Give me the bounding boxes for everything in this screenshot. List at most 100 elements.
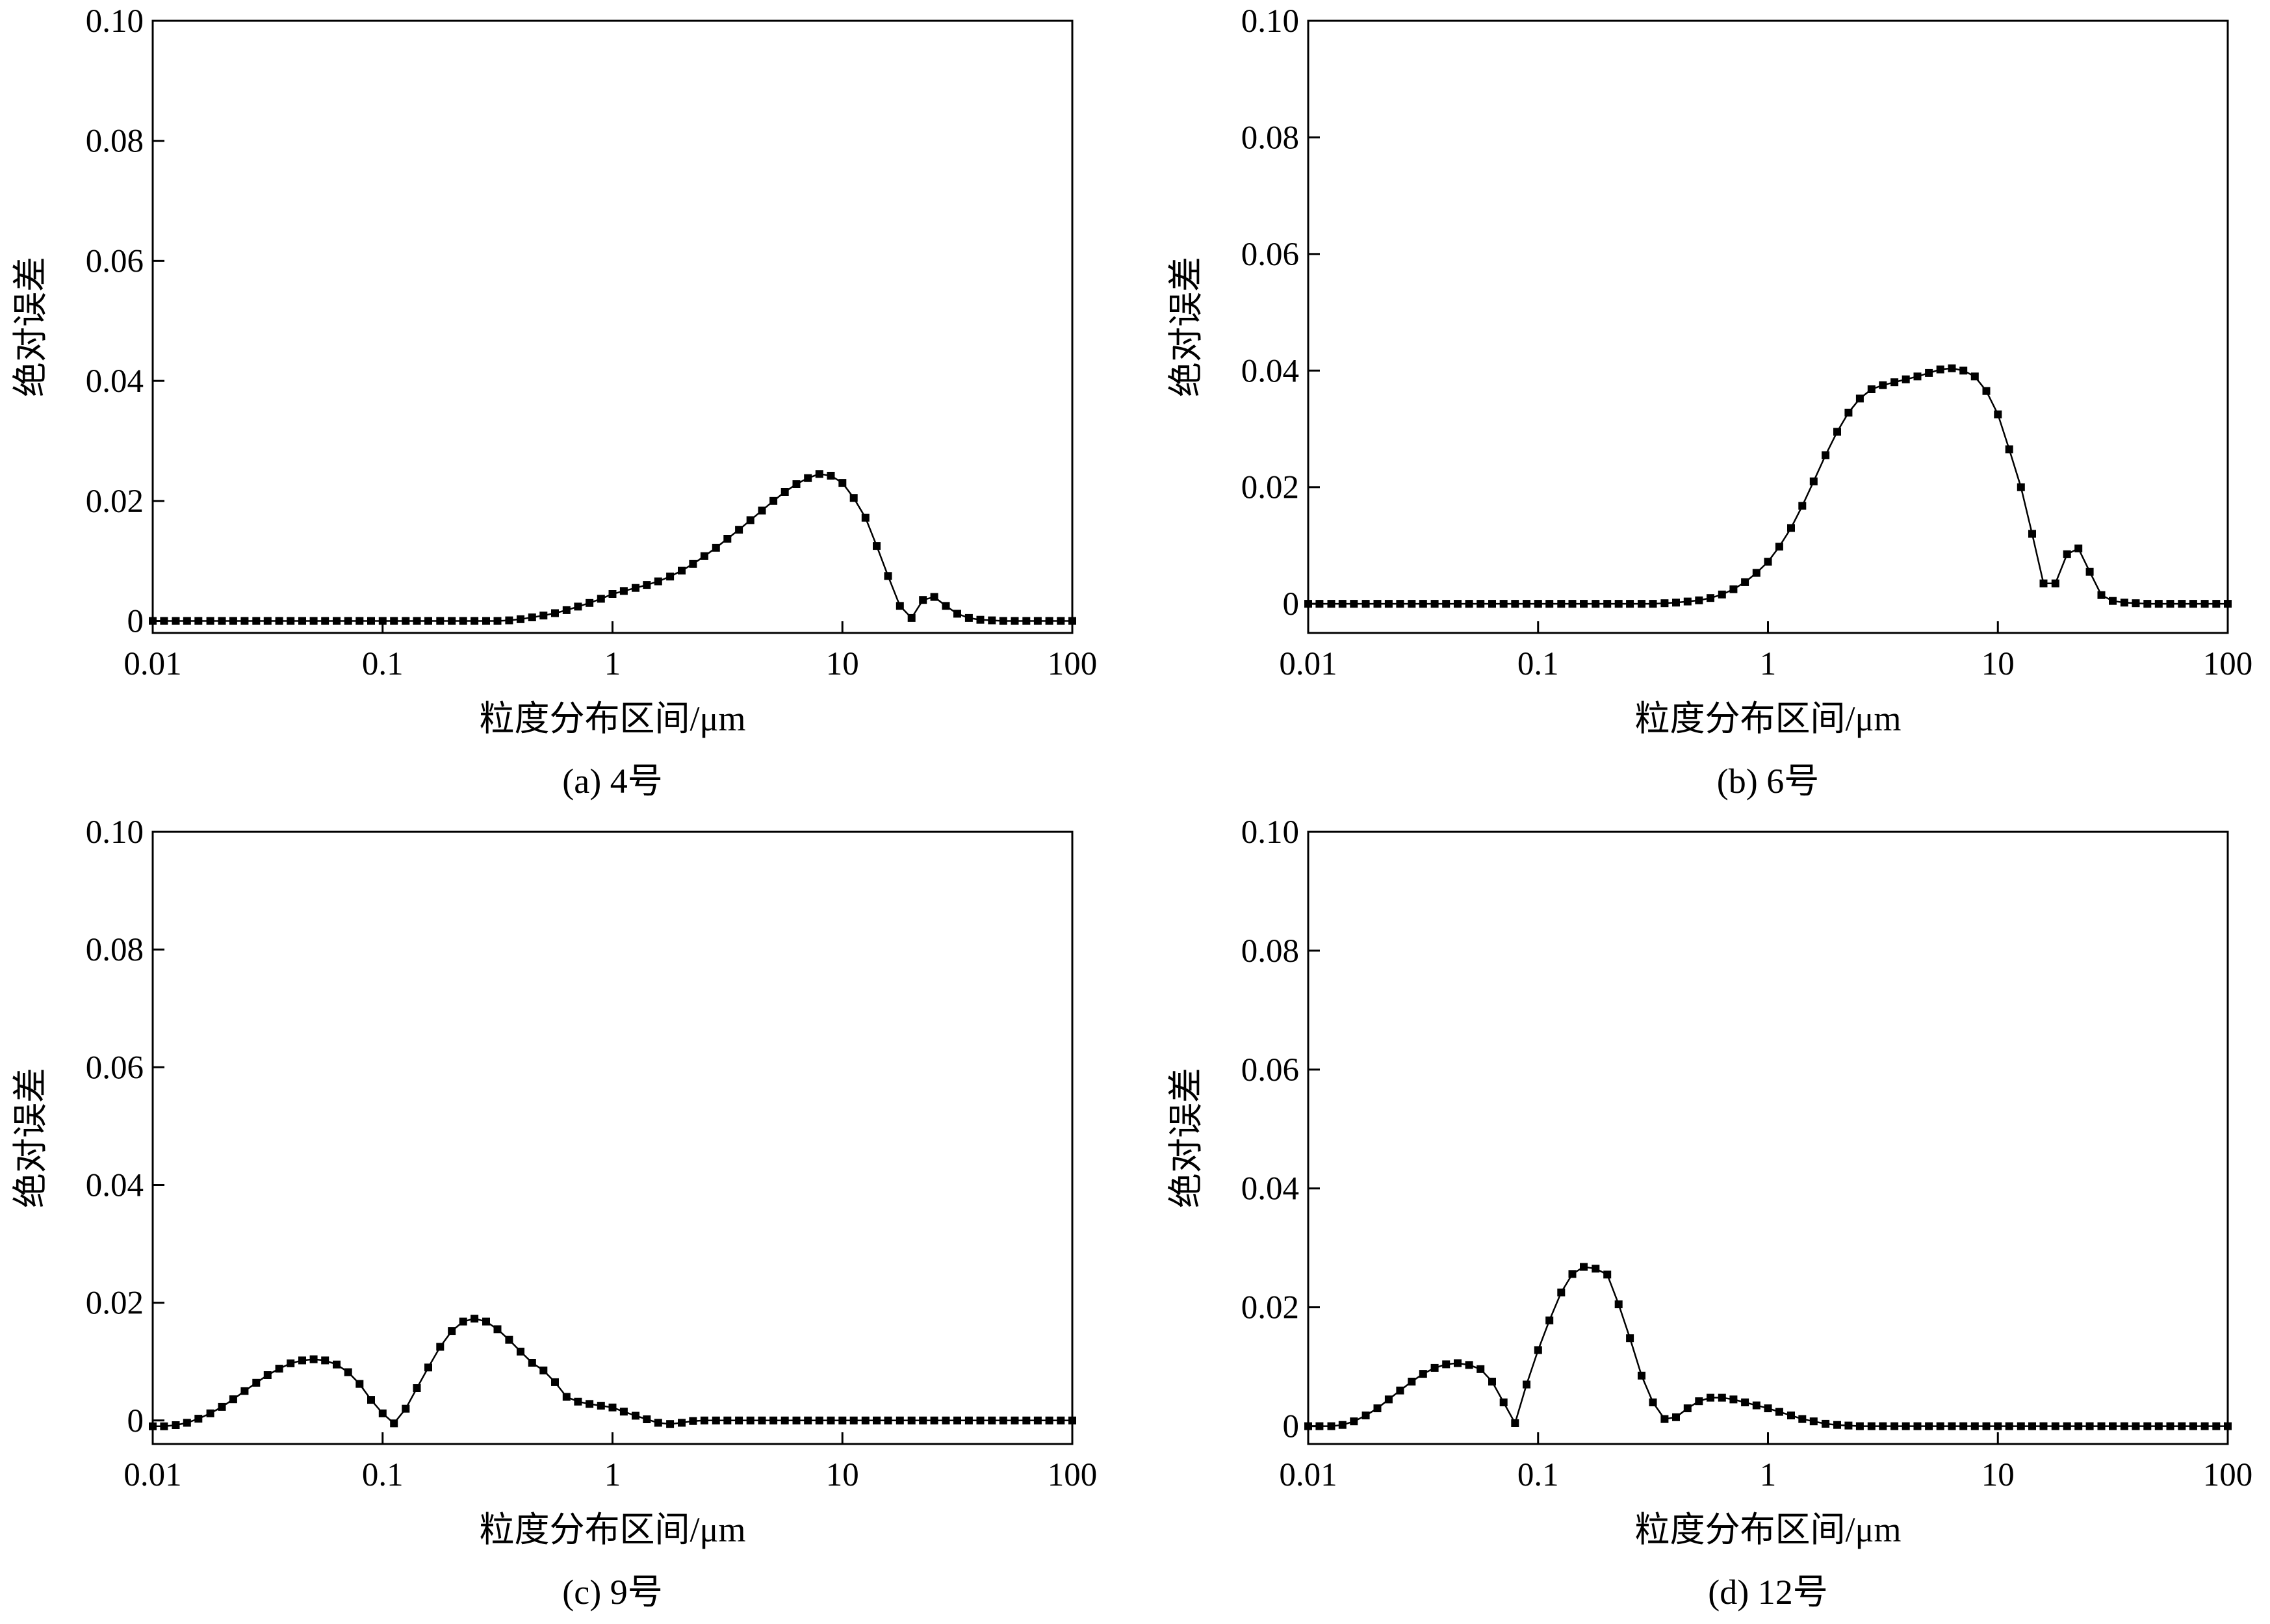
data-point-c — [528, 1359, 536, 1367]
data-point-b — [1764, 558, 1772, 566]
data-point-c — [654, 1419, 662, 1427]
data-point-a — [539, 612, 548, 620]
x-tick-label-b: 1 — [1760, 646, 1777, 682]
panel-b: 0 0.02 0.04 0.06 0.08 0.10 0.01 0.1 1 10 100 粒度分布区间… — [1167, 3, 2252, 801]
data-point-c — [287, 1359, 295, 1367]
y-tick-label-b: 0.10 — [1241, 3, 1299, 40]
data-point-a — [160, 617, 168, 625]
data-point-c — [1057, 1416, 1065, 1424]
data-point-d — [2212, 1422, 2221, 1430]
data-point-b — [1718, 590, 1726, 599]
data-point-b — [1959, 367, 1968, 375]
data-point-b — [1775, 543, 1783, 551]
data-point-d — [1477, 1365, 1485, 1373]
data-point-c — [218, 1402, 226, 1411]
data-point-d — [1488, 1378, 1496, 1386]
data-point-d — [1879, 1422, 1887, 1430]
data-point-b — [1752, 569, 1761, 577]
data-point-a — [551, 609, 559, 617]
data-point-c — [988, 1416, 996, 1424]
data-point-c — [907, 1416, 916, 1424]
data-point-a — [172, 617, 180, 625]
x-axis-label-b: 粒度分布区间/μm — [1635, 699, 1902, 738]
x-tick-label-b: 0.1 — [1517, 646, 1559, 682]
data-point-d — [1695, 1397, 1703, 1406]
data-point-b — [1350, 600, 1358, 608]
data-point-c — [275, 1365, 283, 1373]
data-point-c — [884, 1416, 892, 1424]
data-point-d — [1315, 1422, 1324, 1430]
data-point-d — [1867, 1422, 1876, 1430]
data-point-b — [1534, 600, 1542, 608]
x-tick-label-b: 100 — [2203, 646, 2253, 682]
data-point-a — [976, 615, 985, 624]
data-point-b — [1936, 365, 1944, 374]
data-point-d — [2224, 1422, 2232, 1430]
data-point-b — [1809, 477, 1818, 485]
data-point-b — [1614, 600, 1623, 608]
data-point-c — [597, 1402, 605, 1410]
data-point-d — [1672, 1413, 1680, 1421]
data-point-d — [2097, 1422, 2106, 1430]
x-tick-label-a: 100 — [1048, 646, 1098, 682]
y-tick-label-a: 0.04 — [86, 363, 144, 400]
data-point-b — [1315, 600, 1324, 608]
data-point-b — [1982, 387, 1991, 395]
y-tick-label-d: 0.02 — [1241, 1290, 1299, 1326]
data-point-a — [436, 617, 445, 625]
data-point-d — [2109, 1422, 2117, 1430]
data-point-d — [1499, 1398, 1508, 1406]
y-axis-label-b: 绝对误差 — [1167, 257, 1206, 397]
data-point-d — [1545, 1316, 1554, 1324]
data-point-d — [1948, 1422, 1956, 1430]
x-axis-label-d: 粒度分布区间/μm — [1635, 1510, 1902, 1549]
data-point-b — [1729, 585, 1738, 593]
data-point-a — [287, 617, 295, 625]
x-tick-label-d: 100 — [2203, 1457, 2253, 1493]
data-point-b — [2132, 599, 2140, 608]
data-point-a — [746, 516, 755, 524]
data-point-b — [1430, 600, 1439, 608]
y-tick-label-b: 0 — [1283, 586, 1300, 623]
y-tick-label-b: 0.02 — [1241, 470, 1299, 506]
data-point-c — [482, 1317, 490, 1326]
data-point-a — [815, 470, 823, 478]
y-tick-label-c: 0.04 — [86, 1167, 144, 1204]
data-point-b — [2166, 600, 2174, 608]
data-point-b — [1304, 600, 1312, 608]
y-tick-label-d: 0.06 — [1241, 1052, 1299, 1089]
data-point-c — [333, 1360, 341, 1369]
data-point-c — [942, 1416, 950, 1424]
data-point-a — [194, 617, 203, 625]
data-point-d — [2200, 1422, 2209, 1430]
data-point-c — [183, 1419, 191, 1427]
data-point-c — [344, 1368, 352, 1376]
data-point-b — [2154, 600, 2163, 608]
data-point-d — [1592, 1265, 1600, 1273]
y-tick-label-c: 0.10 — [86, 814, 144, 851]
data-point-c — [873, 1416, 881, 1424]
data-point-c — [723, 1416, 732, 1424]
data-point-a — [873, 542, 881, 550]
data-point-c — [700, 1416, 708, 1424]
data-point-c — [562, 1393, 571, 1401]
data-point-b — [1327, 600, 1335, 608]
data-point-c — [252, 1378, 261, 1387]
data-point-d — [1913, 1422, 1922, 1430]
data-point-b — [1568, 600, 1577, 608]
data-point-c — [321, 1356, 329, 1365]
data-point-c — [1068, 1416, 1076, 1424]
data-point-d — [1890, 1422, 1899, 1430]
data-point-d — [1959, 1422, 1968, 1430]
panel-c: 0 0.02 0.04 0.06 0.08 0.10 0.01 0.1 1 10 100 粒度分布区间… — [11, 814, 1097, 1612]
data-point-a — [896, 602, 904, 610]
data-point-d — [1787, 1411, 1795, 1420]
data-point-c — [539, 1366, 548, 1374]
data-point-a — [780, 488, 789, 496]
data-point-a — [390, 617, 398, 625]
y-tick-label-c: 0.02 — [86, 1285, 144, 1322]
data-point-a — [413, 617, 421, 625]
data-point-b — [2005, 445, 2013, 454]
data-point-a — [562, 606, 571, 614]
